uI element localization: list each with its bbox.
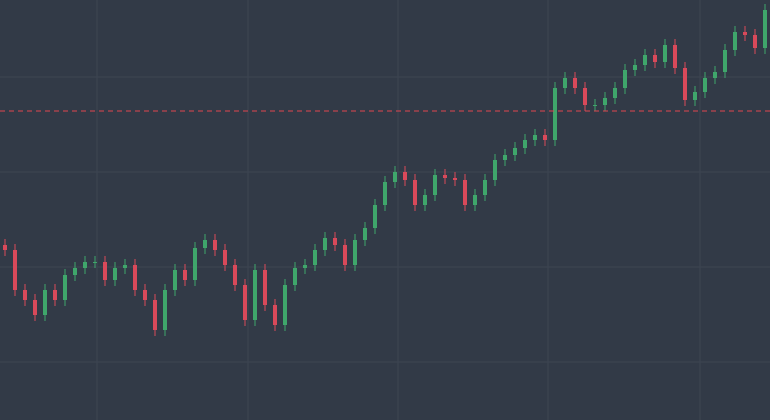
candle-body: [163, 290, 167, 330]
candle-body: [753, 35, 757, 48]
candle-body: [83, 262, 87, 268]
candle-body: [373, 205, 377, 228]
candle-body: [453, 178, 457, 180]
candle-body: [693, 92, 697, 100]
candle-body: [713, 72, 717, 78]
candle-body: [533, 135, 537, 140]
candle-body: [593, 105, 597, 106]
candle-body: [473, 195, 477, 205]
candle-body: [413, 180, 417, 205]
candle-body: [353, 240, 357, 265]
candle-body: [523, 140, 527, 148]
candle-body: [383, 182, 387, 205]
candle-body: [573, 78, 577, 88]
candle-body: [193, 248, 197, 280]
candle-body: [733, 32, 737, 50]
candle-body: [273, 305, 277, 325]
candle-body: [3, 245, 7, 250]
candle-body: [463, 180, 467, 205]
candle-body: [243, 285, 247, 320]
candle-body: [263, 270, 267, 305]
candle-body: [213, 240, 217, 250]
candle-body: [493, 160, 497, 180]
candle-body: [203, 240, 207, 248]
candle-body: [223, 250, 227, 265]
candle-body: [113, 268, 117, 280]
candle-body: [133, 265, 137, 290]
candle-body: [633, 65, 637, 70]
candle-body: [433, 175, 437, 195]
candle-body: [443, 175, 447, 178]
candle-body: [393, 172, 397, 182]
candle-body: [173, 270, 177, 290]
candle-body: [623, 70, 627, 88]
candle-body: [183, 270, 187, 280]
candle-body: [153, 300, 157, 330]
candle-body: [603, 98, 607, 105]
candle-body: [73, 268, 77, 275]
candle-body: [143, 290, 147, 300]
candle-body: [233, 265, 237, 285]
candle-body: [423, 195, 427, 205]
candle-body: [23, 290, 27, 300]
candle-body: [703, 78, 707, 92]
candle-body: [543, 135, 547, 140]
candle-body: [483, 180, 487, 195]
candle-body: [103, 262, 107, 280]
candle-body: [683, 68, 687, 100]
candle-body: [313, 250, 317, 265]
candle-body: [513, 148, 517, 155]
candle-body: [663, 45, 667, 62]
candle-body: [723, 50, 727, 72]
candle-body: [343, 245, 347, 265]
candle-body: [743, 32, 747, 35]
candle-body: [673, 45, 677, 68]
candle-body: [563, 78, 567, 88]
candle-body: [63, 275, 67, 300]
candle-body: [253, 270, 257, 320]
candle-body: [763, 10, 767, 48]
candle-body: [553, 88, 557, 140]
candle-body: [403, 172, 407, 180]
candle-body: [363, 228, 367, 240]
candle-body: [503, 155, 507, 160]
candle-body: [583, 88, 587, 105]
candle-body: [13, 250, 17, 290]
candle-body: [123, 265, 127, 268]
candle-body: [333, 238, 337, 245]
candle-body: [93, 262, 97, 263]
candle-body: [643, 55, 647, 65]
candle-body: [33, 300, 37, 315]
candle-body: [303, 265, 307, 268]
candle-body: [293, 268, 297, 285]
candle-body: [283, 285, 287, 325]
candle-body: [43, 290, 47, 315]
candle-body: [613, 88, 617, 98]
candle-body: [53, 290, 57, 300]
candle-body: [653, 55, 657, 62]
candle-body: [323, 238, 327, 250]
